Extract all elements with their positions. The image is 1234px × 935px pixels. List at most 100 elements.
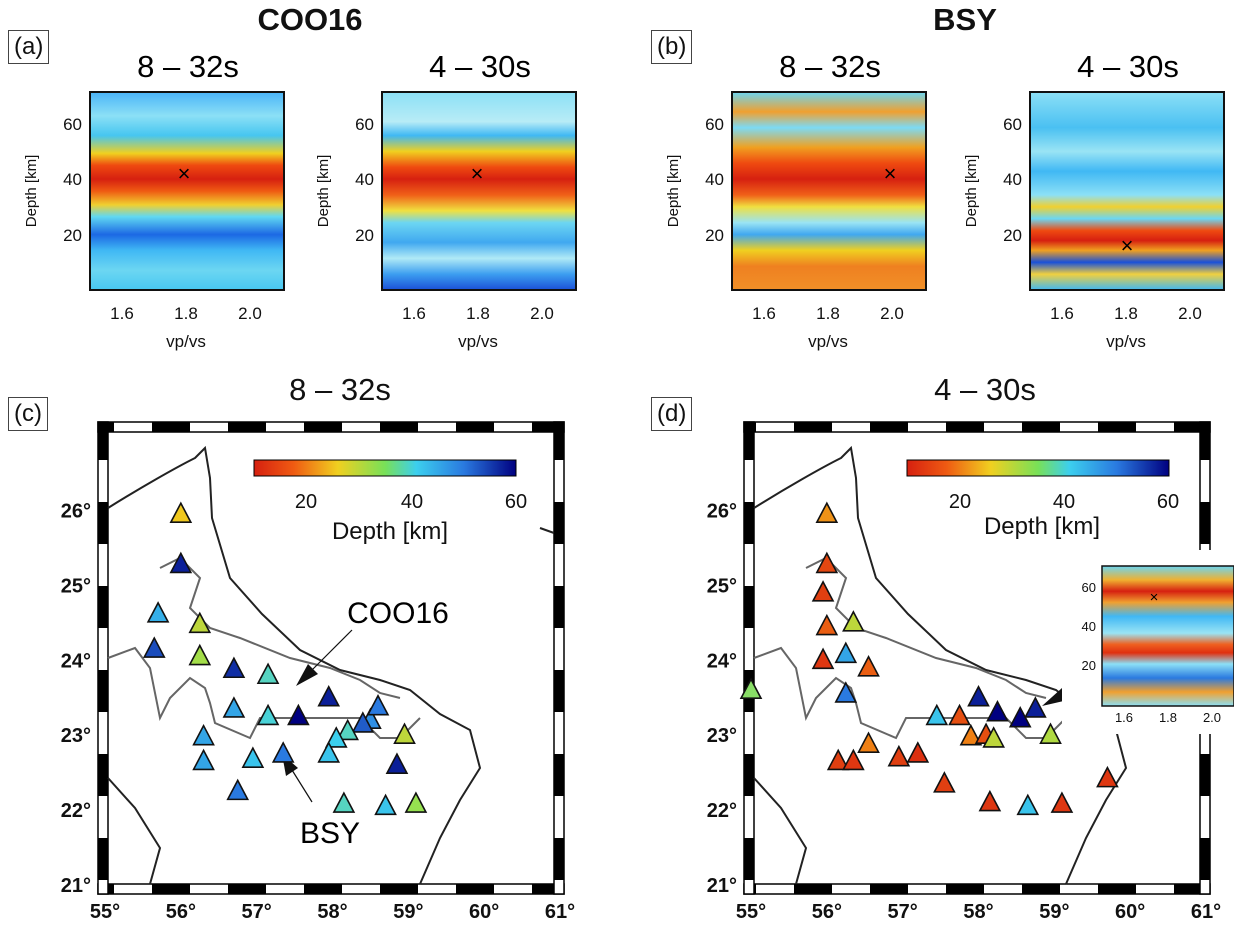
station-marker — [188, 643, 212, 666]
y-axis-label: Depth [km] — [665, 155, 682, 228]
station-marker — [317, 685, 341, 707]
annotation-coo16: COO16 — [347, 597, 449, 630]
station-marker — [385, 752, 409, 774]
lon-tick: 55° — [736, 901, 766, 923]
y-axis-label: Depth [km] — [23, 155, 40, 228]
x-tick: 1.6 — [752, 304, 776, 323]
border-line — [539, 527, 555, 534]
station-marker — [933, 771, 956, 793]
map-frame-bottom — [743, 883, 1211, 895]
station-marker — [1096, 765, 1119, 788]
annotation-bsy: BSY — [300, 817, 360, 850]
station-marker — [811, 647, 835, 670]
border-line — [753, 777, 808, 885]
annotation-arrow — [296, 664, 318, 686]
lat-tick: 21° — [61, 875, 91, 897]
map-svg: 20 40 60 Depth [km] 26° 25° 24° 23° 22° 21° 5… — [707, 421, 1234, 923]
colorbar-tick: 40 — [1053, 491, 1075, 513]
inset-best-fit-marker: × — [1150, 589, 1159, 606]
heatmap-title: 8 – 32s — [137, 49, 239, 84]
best-fit-marker: × — [884, 161, 897, 186]
lon-tick: 60° — [469, 901, 499, 923]
y-axis-label: Depth [km] — [963, 155, 980, 228]
inset-y-tick: 60 — [1082, 580, 1096, 595]
region-border — [805, 556, 1047, 699]
y-axis-label: Depth [km] — [315, 155, 332, 228]
station-marker — [1039, 722, 1062, 744]
inset-x-tick: 1.8 — [1159, 710, 1177, 725]
station-marker — [287, 703, 310, 726]
map-frame-top — [743, 421, 1211, 433]
y-tick: 20 — [355, 226, 374, 245]
inset-x-tick: 2.0 — [1203, 710, 1221, 725]
lon-tick: 57° — [888, 901, 918, 923]
station-marker — [842, 748, 865, 771]
heatmap-title: 4 – 30s — [429, 49, 531, 84]
y-tick: 60 — [705, 115, 724, 134]
border-line — [107, 777, 162, 885]
station-marker — [256, 703, 280, 726]
x-tick: 1.8 — [1114, 304, 1138, 323]
x-tick: 2.0 — [880, 304, 904, 323]
heatmap-panel-b-1: 8 – 32s × 60 40 20 1.6 1.8 2.0 vp/vs Dep… — [662, 44, 942, 356]
coastline — [107, 445, 482, 885]
lon-tick: 61° — [1191, 901, 1221, 923]
station-marker — [192, 748, 215, 771]
x-tick: 1.6 — [1050, 304, 1074, 323]
map-panel-d: 20 40 60 Depth [km] 26° 25° 24° 23° 22° 21° 5… — [642, 418, 1234, 930]
y-tick: 60 — [1003, 115, 1022, 134]
lat-tick: 24° — [61, 650, 91, 672]
station-marker — [366, 693, 390, 716]
station-marker — [226, 778, 250, 801]
x-axis-label: vp/vs — [808, 332, 848, 351]
lat-tick: 26° — [61, 500, 91, 522]
station-marker — [959, 723, 983, 746]
station-marker — [857, 655, 880, 677]
station-marker — [1050, 791, 1074, 813]
station-marker — [374, 793, 397, 816]
lon-tick: 60° — [1115, 901, 1145, 923]
panel-label-d: (d) — [651, 397, 693, 431]
station-marker — [834, 681, 858, 703]
heatmap-panel-a-2: 4 – 30s × 60 40 20 1.6 1.8 2.0 vp/vs Dep… — [312, 44, 592, 356]
lat-tick: 21° — [707, 875, 737, 897]
station-marker — [815, 501, 839, 523]
station-marker — [739, 677, 763, 700]
station-marker — [834, 641, 858, 664]
panel-a-title: COO16 — [257, 2, 363, 37]
station-marker — [887, 744, 911, 767]
map-frame-bottom — [97, 883, 565, 895]
lat-tick: 24° — [707, 650, 737, 672]
lat-tick: 26° — [707, 500, 737, 522]
map-frame-left — [97, 421, 109, 895]
lat-tick: 22° — [707, 800, 737, 822]
y-tick: 40 — [355, 170, 374, 189]
y-tick: 60 — [355, 115, 374, 134]
x-tick: 1.6 — [110, 304, 134, 323]
x-tick: 1.8 — [174, 304, 198, 323]
region-border — [159, 556, 401, 699]
lon-tick: 59° — [1039, 901, 1069, 923]
x-axis-label: vp/vs — [1106, 332, 1146, 351]
inset-x-tick: 1.6 — [1115, 710, 1133, 725]
region-border — [753, 646, 1067, 740]
x-axis-label: vp/vs — [166, 332, 206, 351]
station-marker — [332, 791, 356, 813]
y-tick: 40 — [705, 170, 724, 189]
map-svg: 20 40 60 Depth [km] 26° 25° 24° 23° 22° 21° 5… — [61, 421, 575, 923]
station-marker — [967, 685, 990, 707]
station-marker — [351, 711, 375, 733]
map-panel-c: 20 40 60 Depth [km] 26° 25° 24° 23° 22° 21° 5… — [0, 418, 620, 930]
station-marker — [1024, 696, 1047, 718]
panel-d-title: 4 – 30s — [934, 372, 1036, 407]
station-marker — [857, 731, 880, 753]
station-marker — [986, 699, 1009, 722]
lon-tick: 61° — [545, 901, 575, 923]
lon-tick: 56° — [812, 901, 842, 923]
station-marker — [142, 636, 166, 658]
station-marker — [842, 610, 865, 632]
station-marker — [192, 723, 215, 746]
heatmap-panel-a-1: 8 – 32s × 60 40 20 1.6 1.8 2.0 vp/vs Dep… — [20, 44, 300, 356]
station-marker — [925, 703, 949, 726]
lon-tick: 58° — [963, 901, 993, 923]
